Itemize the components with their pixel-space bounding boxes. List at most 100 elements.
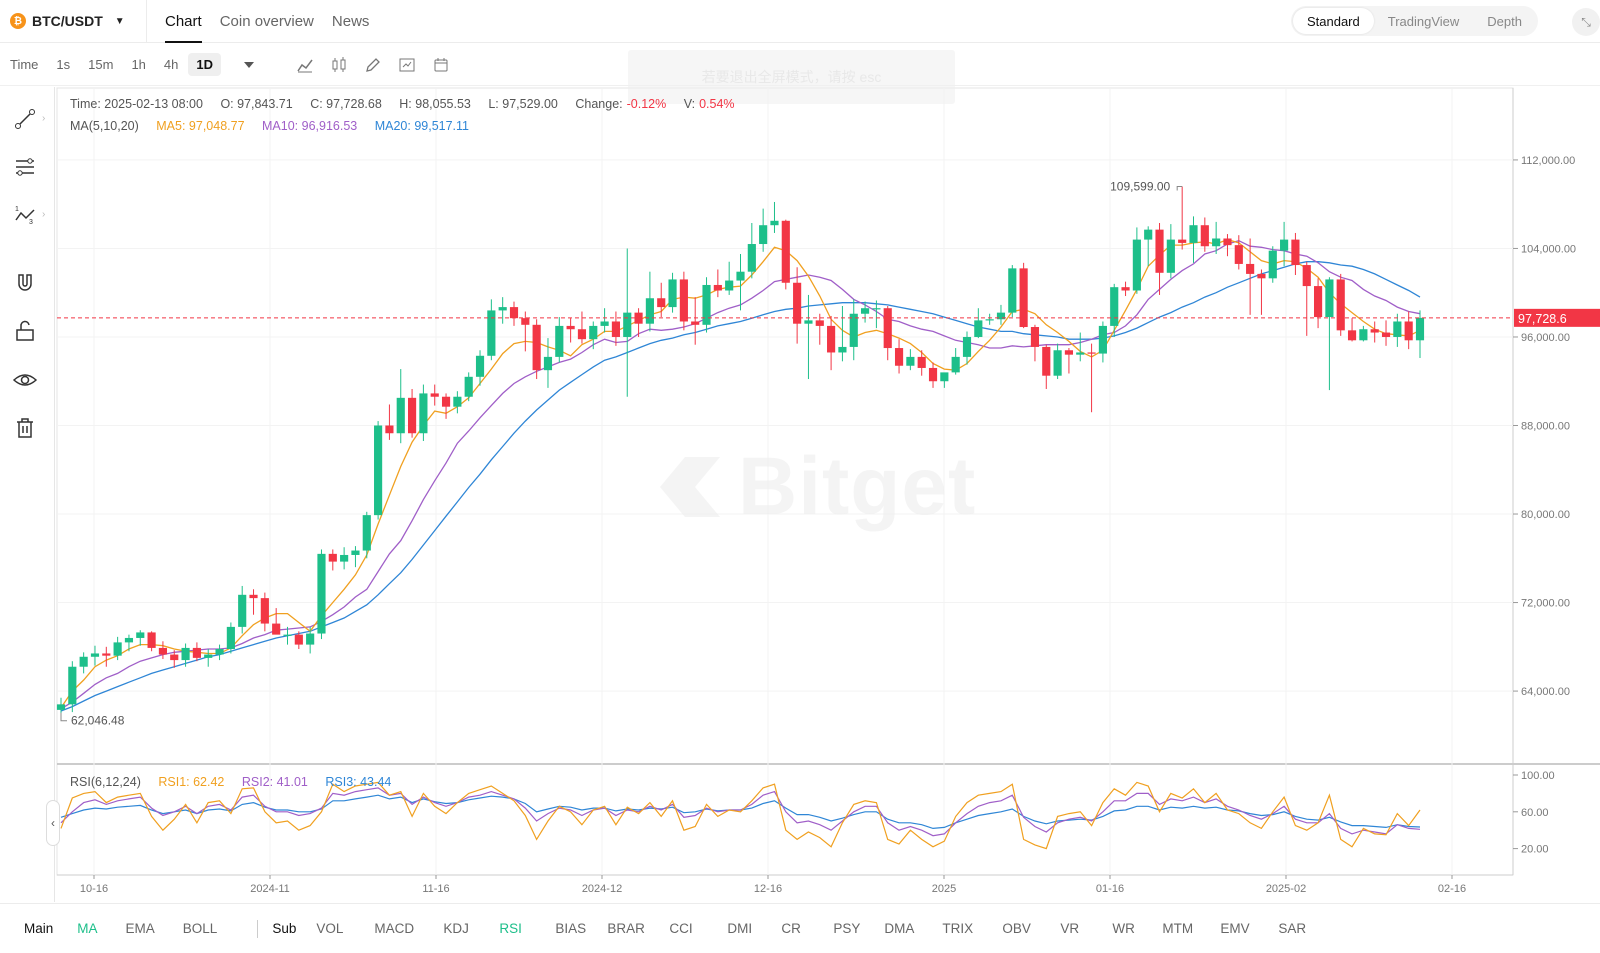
candle-body [124, 637, 134, 643]
timeframe-1h[interactable]: 1h [131, 57, 146, 72]
candle-body [1336, 279, 1345, 331]
candle-body [1246, 263, 1255, 274]
chevron-right-icon[interactable]: › [42, 113, 46, 124]
time-tick-label: 2025 [932, 883, 956, 895]
main-indicator-ema[interactable]: EMA [125, 921, 155, 936]
sub-indicator-dmi[interactable]: DMI [727, 921, 753, 936]
main-tabs: Chart Coin overview News [147, 0, 369, 43]
sub-indicator-cci[interactable]: CCI [669, 921, 693, 936]
legend-high: H: 98,055.53 [399, 97, 471, 111]
price-tick-label: 80,000.00 [1521, 509, 1570, 521]
view-depth[interactable]: Depth [1487, 13, 1522, 29]
legend-ma-label: MA(5,10,20) [70, 119, 139, 133]
sub-indicator-bias[interactable]: BIAS [555, 921, 587, 936]
tab-coin-overview[interactable]: Coin overview [219, 12, 314, 30]
candle-body [940, 372, 949, 382]
sub-indicator-brar[interactable]: BRAR [607, 921, 645, 936]
candle-body [1121, 287, 1130, 291]
chevron-right-icon[interactable]: › [42, 209, 46, 220]
trendline-tool-icon[interactable] [10, 104, 40, 134]
candle-body [1393, 321, 1402, 337]
time-tick-label: 2024-12 [582, 883, 622, 895]
candle-body [453, 396, 462, 407]
main-indicator-boll[interactable]: BOLL [182, 921, 218, 936]
legend-rsi-label: RSI(6,12,24) [70, 775, 141, 789]
time-tick-label: 10-16 [80, 883, 108, 895]
candle-body [838, 346, 847, 353]
candle-body [691, 321, 700, 325]
candle-body [260, 598, 269, 624]
sub-indicator-macd[interactable]: MACD [374, 921, 415, 936]
candle-body [1415, 317, 1425, 341]
fullscreen-toast: 若要退出全屏模式，请按 esc [628, 50, 955, 104]
candle-body [645, 298, 654, 324]
timeframe-time[interactable]: Time [10, 57, 39, 72]
rsi-pane [60, 781, 1421, 850]
price-chart[interactable]: 112,000.00 104,000.00 96,000.00 88,000.00 80… [0, 0, 1600, 903]
tab-news[interactable]: News [331, 12, 370, 30]
sub-indicator-vr[interactable]: VR [1060, 921, 1080, 936]
candle-body [249, 594, 258, 599]
candle-body [759, 225, 768, 245]
sub-indicator-cr[interactable]: CR [781, 921, 801, 936]
view-tradingview[interactable]: TradingView [1387, 13, 1460, 29]
candle-type-icon[interactable] [327, 53, 351, 77]
timeframe-1d[interactable]: 1D [188, 53, 221, 76]
candle-body [566, 325, 575, 330]
legend-ma10: MA10: 96,916.53 [262, 119, 358, 133]
tab-chart[interactable]: Chart [165, 0, 202, 43]
timeframe-more-icon[interactable] [237, 53, 261, 77]
sub-indicator-emv[interactable]: EMV [1220, 921, 1250, 936]
sub-indicator-rsi[interactable]: RSI [499, 921, 522, 936]
sub-indicator-kdj[interactable]: KDJ [443, 921, 469, 936]
eye-icon[interactable] [10, 365, 40, 395]
candle-body [725, 280, 734, 291]
timeframe-4h[interactable]: 4h [163, 57, 179, 72]
view-switcher: Standard TradingView Depth [1290, 6, 1538, 36]
timeframe-1s[interactable]: 1s [56, 57, 71, 72]
sub-indicator-vol[interactable]: VOL [316, 921, 344, 936]
lock-icon[interactable] [10, 316, 40, 346]
candle-body [294, 634, 303, 645]
compare-icon[interactable] [395, 53, 419, 77]
candle-body [509, 307, 519, 319]
candle-body [849, 313, 858, 347]
legend-rsi1: RSI1: 62.42 [158, 775, 225, 789]
candle-body [600, 321, 609, 326]
calendar-icon[interactable] [429, 53, 453, 77]
view-standard[interactable]: Standard [1292, 8, 1374, 34]
pair-selector[interactable]: ₿ BTC/USDT ▼ [0, 0, 147, 43]
candle-body [543, 356, 553, 371]
candle-body [1144, 229, 1153, 240]
sub-indicator-obv[interactable]: OBV [1002, 921, 1031, 936]
draw-pen-icon[interactable] [361, 53, 385, 77]
sub-indicator-psy[interactable]: PSY [833, 921, 861, 936]
bitcoin-icon: ₿ [10, 13, 26, 29]
svg-text:3: 3 [29, 219, 33, 226]
main-indicator-ma[interactable]: MA [77, 921, 98, 936]
sub-indicator-wr[interactable]: WR [1112, 921, 1135, 936]
fib-tool-icon[interactable] [10, 152, 40, 182]
candle-body [962, 336, 972, 357]
sub-indicator-trix[interactable]: TRIX [942, 921, 974, 936]
exit-fullscreen-icon[interactable]: ⤡ [1572, 8, 1600, 36]
sub-indicator-dma[interactable]: DMA [884, 921, 915, 936]
candle-body [1178, 239, 1187, 243]
candle-body [306, 633, 315, 645]
candle-body [498, 307, 507, 311]
candle-body [1053, 350, 1062, 376]
sub-indicator-mtm[interactable]: MTM [1162, 921, 1194, 936]
collapse-sidebar-icon[interactable]: ‹ [46, 800, 60, 846]
timeframe-15m[interactable]: 15m [88, 57, 114, 72]
candle-body [1325, 279, 1334, 318]
time-tick-label: 2024-11 [250, 883, 290, 895]
magnet-icon[interactable] [10, 268, 40, 298]
price-tick-label: 96,000.00 [1521, 332, 1570, 344]
sub-indicator-sar[interactable]: SAR [1278, 921, 1307, 936]
candle-body [951, 356, 960, 373]
trash-icon[interactable] [10, 413, 40, 443]
rsi-tick-label: 100.00 [1521, 770, 1555, 782]
indicator-icon[interactable] [293, 53, 317, 77]
